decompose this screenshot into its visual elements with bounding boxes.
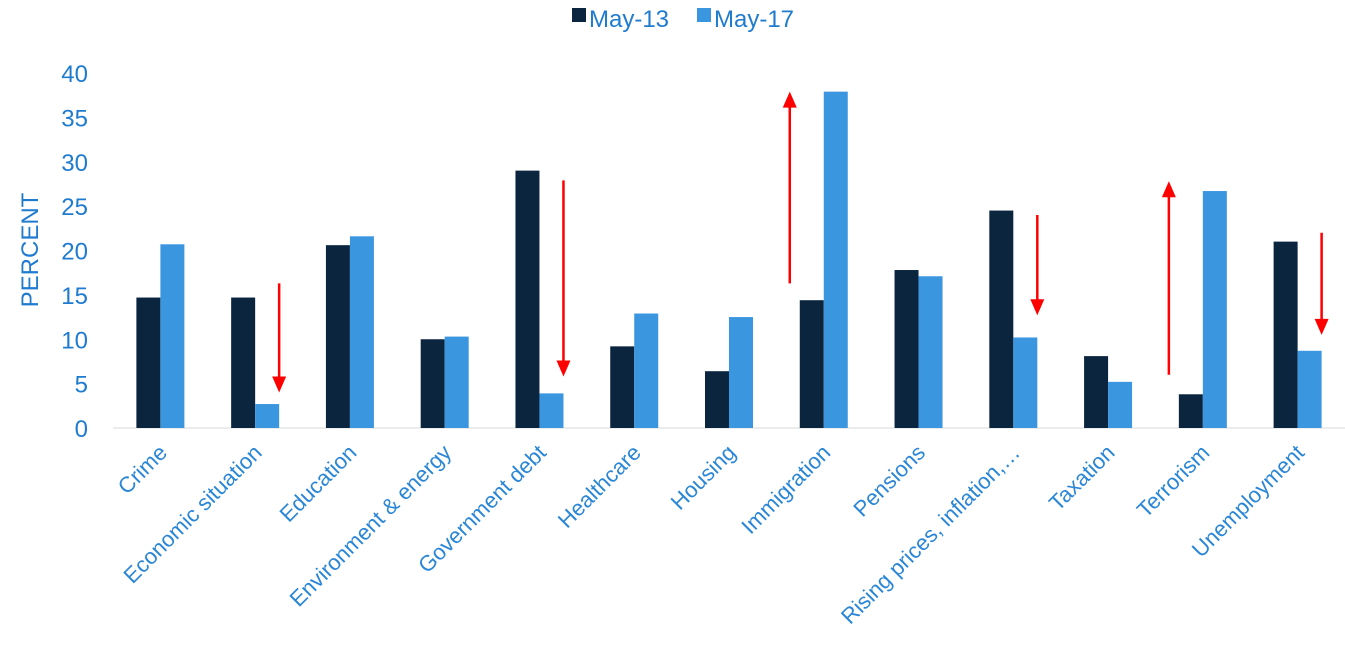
y-tick-label: 20	[61, 239, 88, 266]
bar-may-17	[1297, 350, 1322, 428]
legend: May-13 May-17	[572, 6, 794, 33]
bar-may-13	[420, 339, 445, 428]
arrow-down-icon	[556, 180, 571, 377]
x-category-label: Environment & energy	[285, 440, 457, 612]
y-tick-label: 35	[61, 105, 88, 132]
bar-may-17	[634, 313, 659, 428]
bar-may-17	[255, 404, 280, 428]
arrow-down-icon	[272, 283, 287, 393]
bar-may-13	[1273, 241, 1298, 428]
bar-may-13	[515, 170, 540, 428]
bar-may-13	[799, 300, 824, 428]
arrow-down-icon	[1030, 215, 1045, 316]
bars	[136, 91, 1322, 428]
bar-may-13	[989, 210, 1014, 428]
bar-may-13	[325, 245, 350, 428]
change-arrows	[272, 91, 1329, 393]
arrow-up-icon	[782, 91, 797, 284]
arrow-down-icon	[1314, 232, 1329, 335]
bar-may-17	[349, 236, 374, 428]
bar-may-17	[729, 317, 753, 428]
bar-may-13	[610, 346, 635, 428]
legend-swatch	[697, 8, 711, 22]
legend-item: May-17	[697, 6, 794, 33]
x-category-label: Rising prices, inflation,…	[836, 440, 1025, 629]
x-category-label: Crime	[113, 440, 172, 499]
y-tick-label: 0	[75, 416, 88, 443]
legend-swatch	[572, 8, 586, 22]
bar-may-17	[1202, 191, 1227, 428]
y-tick-label: 30	[61, 150, 88, 177]
bar-may-13	[705, 371, 729, 428]
bar-may-17	[1013, 337, 1038, 428]
x-category-label: Pensions	[848, 440, 930, 522]
y-tick-label: 10	[61, 327, 88, 354]
y-tick-label: 40	[61, 61, 88, 88]
bar-may-17	[444, 336, 469, 428]
arrow-up-icon	[1161, 181, 1176, 375]
x-category-label: Housing	[666, 440, 741, 515]
legend-item: May-13	[572, 6, 669, 33]
bar-may-13	[231, 297, 256, 428]
legend-label: May-17	[714, 6, 794, 33]
x-category-label: Terrorism	[1132, 440, 1214, 522]
x-category-label: Education	[275, 440, 362, 527]
legend-label: May-13	[589, 6, 669, 33]
bar-may-17	[539, 393, 564, 428]
y-tick-label: 25	[61, 194, 88, 221]
bar-may-17	[918, 276, 943, 428]
bar-may-13	[1084, 356, 1109, 428]
x-category-label: Taxation	[1044, 440, 1120, 516]
bar-may-17	[160, 244, 185, 428]
bar-may-13	[136, 297, 161, 428]
y-axis-title: PERCENT	[17, 192, 44, 307]
x-category-label: Healthcare	[553, 440, 646, 533]
bar-may-13	[894, 270, 919, 428]
bar-may-13	[1178, 394, 1203, 428]
y-tick-label: 5	[75, 372, 88, 399]
x-category-label: Immigration	[736, 440, 835, 539]
y-axis-ticks: 0 5 10 15 20 25 30 35 40	[61, 61, 88, 443]
y-tick-label: 15	[61, 283, 88, 310]
bar-may-17	[1108, 381, 1133, 428]
bar-may-17	[823, 91, 848, 428]
